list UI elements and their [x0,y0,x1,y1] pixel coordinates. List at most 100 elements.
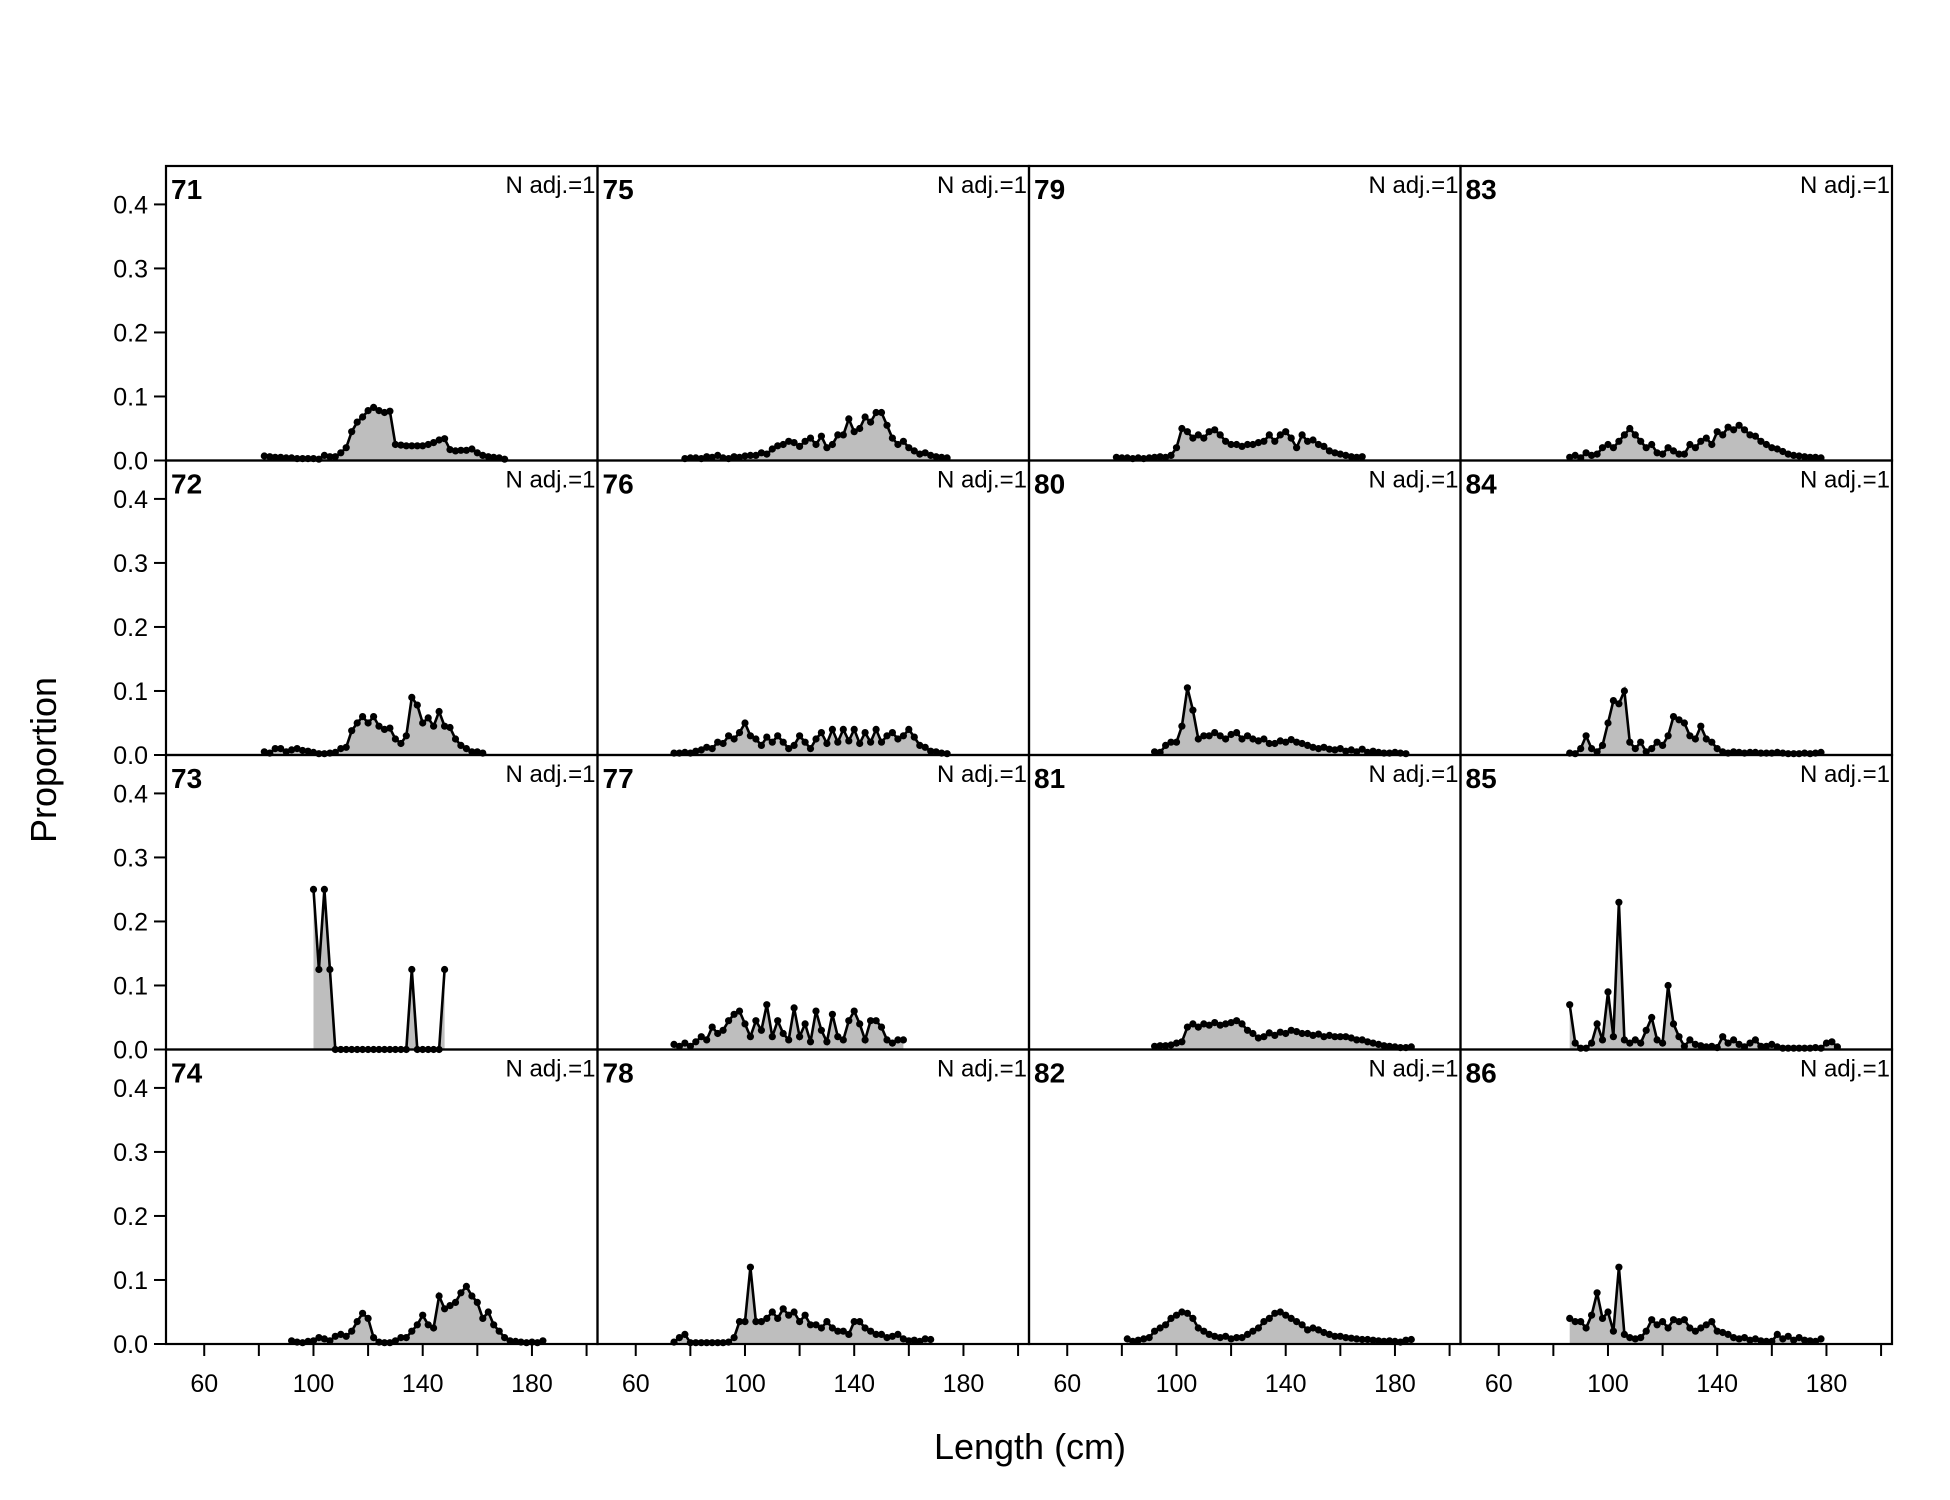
x-axis-title: Length (cm) [933,1426,1127,1467]
data-point [1588,745,1596,753]
data-point [746,1263,755,1271]
data-point [1353,453,1361,461]
data-point [1183,1023,1191,1031]
data-point [752,451,760,459]
data-point [730,735,738,743]
data-point [1642,444,1650,452]
data-point [1265,1314,1273,1322]
data-point [1642,748,1650,756]
panel-label: 84 [1466,469,1498,500]
data-point [1254,1034,1262,1042]
data-point [1254,439,1262,447]
data-point [1309,1324,1317,1332]
data-point [1817,1044,1825,1052]
data-point [397,739,405,748]
data-point [1631,431,1639,439]
panel-frame [164,1048,599,1346]
data-point [1172,1311,1181,1319]
data-point [1746,431,1754,439]
data-point [386,407,394,415]
data-point [894,1036,902,1044]
data-point [1260,735,1268,743]
data-point [1189,434,1197,442]
data-point [1276,737,1284,745]
data-point [391,440,399,449]
area-fill-75 [684,412,948,461]
x-tick-label: 100 [1587,1370,1629,1398]
data-point [468,1292,476,1300]
data-point [408,442,416,450]
data-point [703,453,711,461]
data-point [828,440,837,449]
y-tick-label: 0.0 [113,742,148,770]
data-point [730,453,738,461]
panel-frame [1459,753,1894,1051]
data-point [1751,1335,1759,1343]
data-point [1784,1332,1792,1340]
data-point [823,444,831,452]
data-point [1582,449,1590,457]
data-point [408,693,416,702]
data-point [1358,1335,1366,1344]
data-point [342,1332,350,1340]
data-point [1669,447,1678,455]
data-point [725,732,733,740]
x-tick-label: 180 [1374,1370,1416,1398]
data-point [479,1314,487,1322]
data-point [692,747,700,755]
area-fill-82 [1127,1312,1412,1344]
data-point [757,1318,766,1326]
data-point [1577,1318,1585,1326]
data-point [1342,1334,1350,1342]
data-point [1751,432,1759,440]
data-point [697,1033,705,1041]
data-point [888,1039,897,1047]
data-point [1227,1335,1235,1343]
data-point [1790,451,1798,459]
data-point [1112,453,1120,461]
data-point [1730,1334,1738,1342]
y-tick-label: 0.3 [113,255,148,283]
data-point [856,1020,864,1028]
data-point [1588,451,1596,459]
data-point [916,450,924,458]
data-point [375,407,383,415]
data-point [1746,1336,1754,1344]
x-tick-label: 60 [190,1370,218,1398]
data-point [408,965,416,974]
data-point [774,442,782,450]
data-point [719,739,727,748]
panel-label: 71 [171,174,202,205]
data-point [1593,748,1601,756]
data-point [845,737,853,745]
data-point [1402,750,1410,758]
data-point [785,1311,793,1319]
data-point [1216,732,1224,740]
data-point [277,745,285,753]
data-point [850,428,858,436]
panel-label: 83 [1466,174,1497,205]
data-point [1364,1335,1372,1344]
y-tick-label: 0.0 [113,1331,148,1359]
data-point [708,745,716,753]
data-point [1708,440,1716,449]
data-point [348,428,356,436]
data-point [1806,1337,1814,1345]
data-point [1620,431,1628,439]
data-point [1369,1336,1377,1344]
data-point [1183,684,1191,692]
data-point [1637,1334,1645,1342]
data-point [856,739,864,748]
data-point [817,1026,826,1034]
data-point [391,1337,399,1345]
data-point [1730,426,1738,434]
area-fill-86 [1569,1267,1821,1344]
data-point [1626,738,1634,746]
data-point [326,453,334,461]
data-point [1762,1042,1770,1050]
data-point [309,1337,318,1345]
data-point [910,733,918,741]
data-point [1664,981,1672,990]
data-point [779,738,787,746]
data-point [1233,1334,1241,1342]
